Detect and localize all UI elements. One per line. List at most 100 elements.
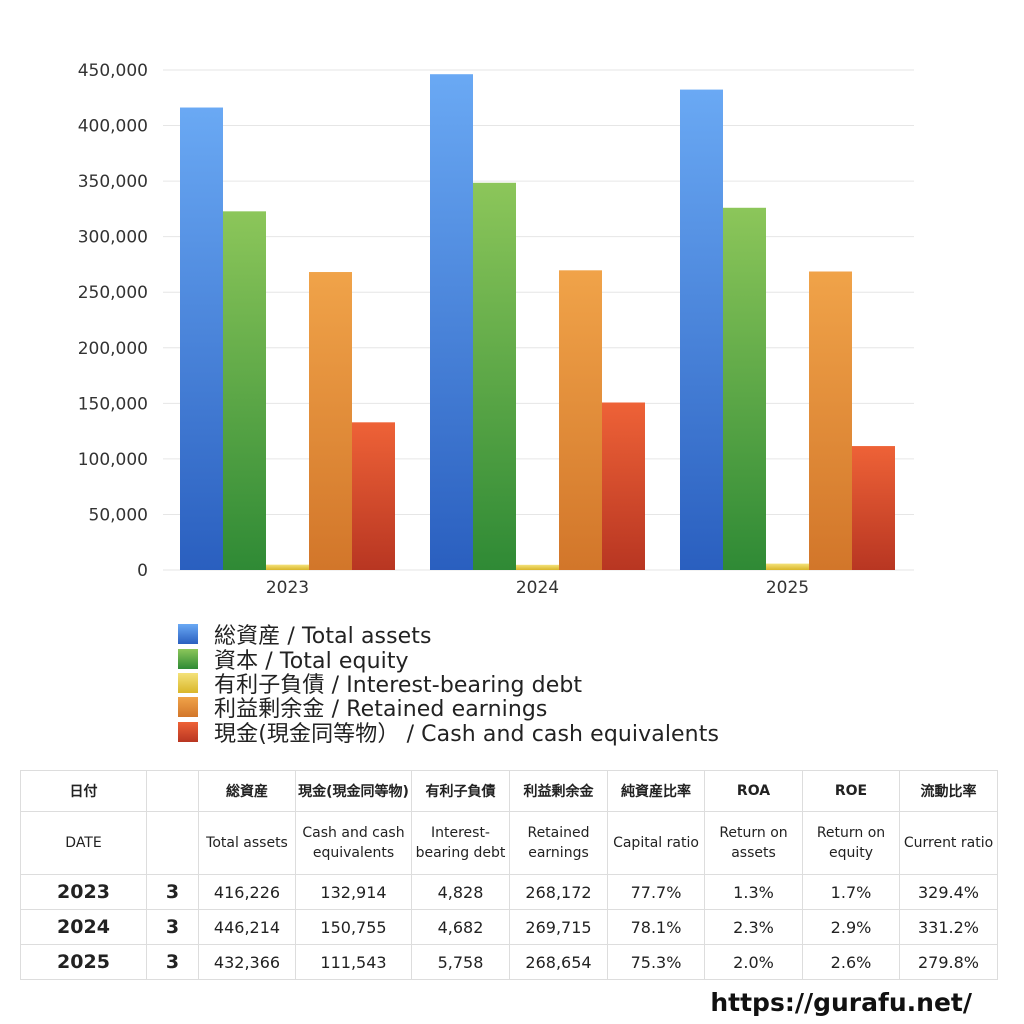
table-cell: 2025 <box>20 944 147 980</box>
table-cell: 446,214 <box>198 909 296 945</box>
table-cell: 4,682 <box>411 909 510 945</box>
table-cell: 77.7% <box>607 874 705 910</box>
bar-series-2-2024 <box>516 564 559 570</box>
table-cell: 5,758 <box>411 944 510 980</box>
legend-item: 利益剰余金 / Retained earnings <box>178 695 719 722</box>
y-tick-label: 250,000 <box>78 283 148 303</box>
y-axis-ticks: 450,000 400,000 350,000 300,000 250,000 200,0… <box>78 61 148 581</box>
legend-label: 現金(現金同等物） / Cash and cash equivalents <box>214 721 720 747</box>
legend-item: 資本 / Total equity <box>178 646 719 674</box>
table-cell: 329.4% <box>899 874 998 910</box>
table-cell: 78.1% <box>607 909 705 945</box>
table-cell: Cash and cash equivalents <box>295 811 412 875</box>
table-cell: 2.9% <box>802 909 900 945</box>
legend-item: 有利子負債 / Interest-bearing debt <box>178 671 719 698</box>
legend-swatch <box>178 648 198 669</box>
table-cell: 1.7% <box>802 874 900 910</box>
bar-series-0-2025 <box>680 89 723 571</box>
legend-label: 総資産 / Total assets <box>214 624 432 650</box>
table-cell: 日付 <box>20 770 147 812</box>
y-tick-label: 0 <box>137 561 148 581</box>
table-cell <box>146 811 199 875</box>
table-cell: 3 <box>146 909 199 945</box>
legend-item: 総資産 / Total assets <box>178 622 719 649</box>
x-tick-label: 2025 <box>766 578 809 598</box>
legend-swatch <box>178 721 198 742</box>
legend-label: 利益剰余金 / Retained earnings <box>214 697 548 723</box>
legend-swatch <box>178 624 198 645</box>
legend-item: 現金(現金同等物） / Cash and cash equivalents <box>178 720 719 747</box>
table-cell: 416,226 <box>198 874 296 910</box>
bar-series-4-2023 <box>352 422 395 570</box>
table-cell: 有利子負債 <box>411 770 510 812</box>
y-tick-label: 300,000 <box>78 228 148 248</box>
bar-series-3-2025 <box>809 271 852 570</box>
bar-series-3-2024 <box>559 270 602 570</box>
table-cell: 75.3% <box>607 944 705 980</box>
table-cell: 4,828 <box>411 874 510 910</box>
table-cell: 2.0% <box>704 944 803 980</box>
table-cell: 2023 <box>20 874 147 910</box>
table-cell: Total assets <box>198 811 296 875</box>
table-cell: 150,755 <box>295 909 412 945</box>
table-cell: Capital ratio <box>607 811 705 875</box>
y-tick-label: 450,000 <box>78 61 148 81</box>
legend-label: 資本 / Total equity <box>214 648 409 674</box>
table-cell: 純資産比率 <box>607 770 705 812</box>
table-cell: ROA <box>704 770 803 812</box>
y-tick-label: 100,000 <box>78 450 148 470</box>
table-cell: Interest-bearing debt <box>411 811 510 875</box>
table-cell: 279.8% <box>899 944 998 980</box>
table-cell: 132,914 <box>295 874 412 910</box>
table-cell: 269,715 <box>509 909 608 945</box>
table-cell: 2.6% <box>802 944 900 980</box>
table-header-row-jp: 日付 総資産 現金(現金同等物) 有利子負債 利益剰余金 純資産比率 ROA ROE 流動比率 <box>20 770 998 812</box>
table-cell: 3 <box>146 944 199 980</box>
financial-data-table: 日付 総資産 現金(現金同等物) 有利子負債 利益剰余金 純資産比率 ROA ROE 流動比率 D… <box>20 770 998 980</box>
table-cell <box>146 770 199 812</box>
table-row: 2023 3 416,226 132,914 4,828 268,172 77.7% 1.3%… <box>20 874 998 910</box>
table-cell: Current ratio <box>899 811 998 875</box>
x-tick-label: 2024 <box>516 578 559 598</box>
table-cell: 流動比率 <box>899 770 998 812</box>
y-tick-label: 400,000 <box>78 117 148 137</box>
x-tick-label: 2023 <box>266 578 309 598</box>
bar-series-4-2024 <box>602 402 645 570</box>
table-cell: 現金(現金同等物) <box>295 770 412 812</box>
y-tick-label: 150,000 <box>78 394 148 414</box>
bar-series-2-2023 <box>266 564 309 570</box>
grid-lines <box>163 69 914 571</box>
table-cell: 総資産 <box>198 770 296 812</box>
table-cell: 268,172 <box>509 874 608 910</box>
table-cell: 3 <box>146 874 199 910</box>
table-cell: 432,366 <box>198 944 296 980</box>
x-axis-labels: 2023 2024 2025 <box>266 578 809 598</box>
bar-series-2-2025 <box>766 563 809 570</box>
table-cell: 2.3% <box>704 909 803 945</box>
table-row: 2024 3 446,214 150,755 4,682 269,715 78.1% 2.3%… <box>20 909 998 945</box>
bar-series-1-2023 <box>223 211 266 571</box>
table-cell: Return on equity <box>802 811 900 875</box>
y-tick-label: 200,000 <box>78 339 148 359</box>
table-cell: ROE <box>802 770 900 812</box>
bar-series-1-2024 <box>473 182 516 570</box>
bar-chart: 450,000 400,000 350,000 300,000 250,000 200,0… <box>78 61 914 598</box>
bar-series-0-2023 <box>180 107 223 570</box>
table-cell: 2024 <box>20 909 147 945</box>
table-cell: 111,543 <box>295 944 412 980</box>
bar-series-1-2025 <box>723 207 766 570</box>
y-tick-label: 350,000 <box>78 172 148 192</box>
site-url: https://gurafu.net/ <box>710 988 972 1017</box>
bar-series-3-2023 <box>309 272 352 570</box>
y-tick-label: 50,000 <box>89 505 148 525</box>
table-cell: 1.3% <box>704 874 803 910</box>
table-cell: Return on assets <box>704 811 803 875</box>
bar-series-4-2025 <box>852 446 895 570</box>
bar-series-0-2024 <box>430 74 473 570</box>
table-row: 2025 3 432,366 111,543 5,758 268,654 75.3% 2.0%… <box>20 944 998 980</box>
legend: 総資産 / Total assets 資本 / Total equity 有利子負債… <box>178 622 719 747</box>
table-cell: 268,654 <box>509 944 608 980</box>
legend-swatch <box>178 672 198 693</box>
table-header-row-en: DATE Total assets Cash and cash equivalent… <box>20 811 998 875</box>
table-cell: 331.2% <box>899 909 998 945</box>
